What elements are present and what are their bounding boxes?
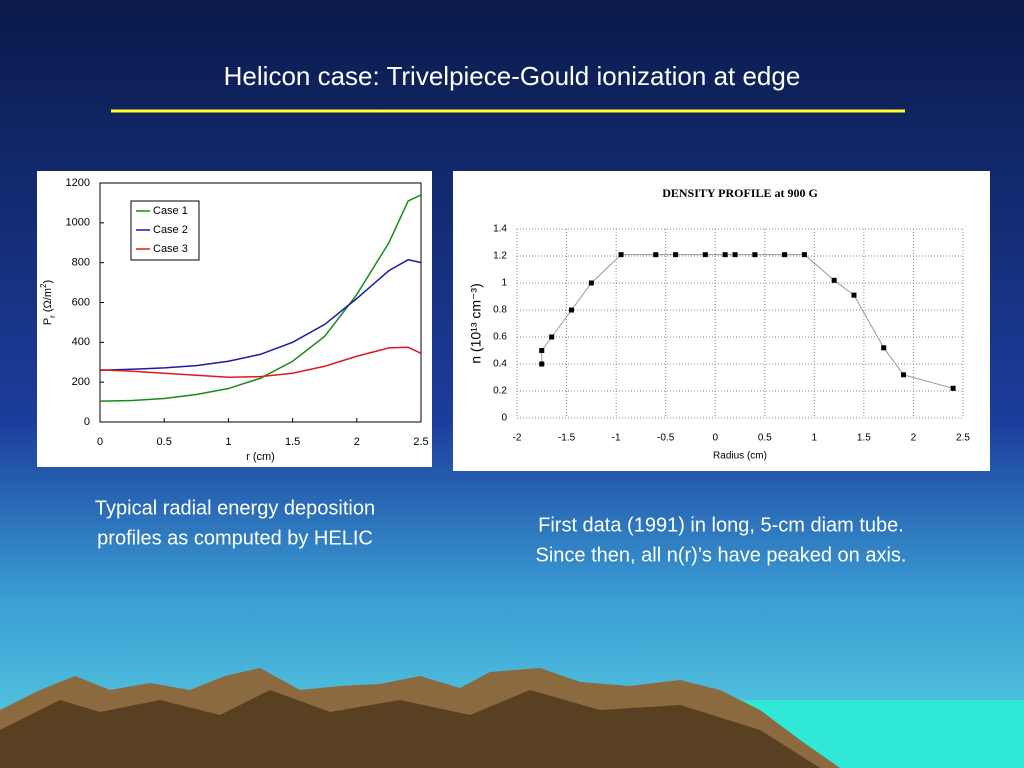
label-part: P — [42, 318, 54, 325]
legend-label: Case 1 — [153, 205, 188, 217]
x-tick-label: 0.5 — [157, 436, 172, 448]
x-tick-label: 1.5 — [857, 433, 871, 444]
y-tick-label: 0.6 — [493, 332, 507, 343]
y-tick-label: 0.4 — [493, 359, 507, 370]
caption-line: First data (1991) in long, 5-cm diam tub… — [538, 514, 904, 536]
x-tick-label: 2.5 — [413, 436, 428, 448]
data-point — [569, 307, 575, 313]
x-tick-label: -0.5 — [657, 433, 675, 444]
data-point — [702, 252, 708, 258]
data-point — [950, 385, 956, 391]
data-point — [618, 252, 624, 258]
label-part: 2 — [39, 283, 48, 288]
x-tick-label: 0 — [712, 433, 718, 444]
x-tick-label: 0 — [97, 436, 103, 448]
x-tick-label: -1 — [612, 433, 621, 444]
x-tick-label: 0.5 — [758, 433, 772, 444]
data-point — [539, 348, 545, 353]
x-tick-label: 2.5 — [956, 433, 970, 444]
y-tick-label: 800 — [72, 257, 90, 269]
data-point — [801, 252, 807, 258]
caption-line: Typical radial energy deposition — [95, 497, 375, 519]
x-tick-label: 1 — [225, 436, 231, 448]
data-point — [673, 252, 679, 258]
label-part: (Ω/m — [42, 288, 54, 315]
data-point — [722, 252, 728, 258]
x-axis-label: Radius (cm) — [713, 451, 767, 462]
y-tick-label: 1 — [501, 278, 507, 289]
plot-frame — [99, 182, 422, 423]
data-point — [539, 361, 545, 367]
chart-panel — [37, 171, 432, 467]
x-tick-label: 2 — [911, 433, 917, 444]
data-line — [99, 346, 422, 378]
y-axis-label: Pr (Ω/m2) — [39, 280, 57, 325]
chart: 0 0.2 0.4 0.6 0.8 1 1.2 1.4 -2 -1.5 -1 -0.5 0 0.5 1 1.5… — [468, 186, 971, 462]
y-tick-label: 400 — [72, 336, 90, 348]
data-point — [881, 345, 887, 351]
label-part: ) — [42, 280, 54, 284]
x-tick-label: 2 — [354, 436, 360, 448]
slide-title: Helicon case: Trivelpiece-Gould ionizati… — [224, 61, 801, 91]
caption-line: profiles as computed by HELIC — [97, 527, 373, 549]
x-axis-label: r (cm) — [246, 451, 275, 463]
y-tick-label: 1.2 — [493, 251, 507, 262]
x-tick-label: -2 — [513, 433, 522, 444]
x-tick-label: 1.5 — [285, 436, 300, 448]
data-point — [851, 292, 857, 298]
caption-line: Since then, all n(r)’s have peaked on ax… — [536, 544, 907, 566]
label-part: r — [48, 315, 57, 318]
data-point — [901, 372, 907, 378]
chart-title: DENSITY PROFILE at 900 G — [662, 186, 818, 200]
y-tick-label: 0 — [84, 416, 90, 428]
y-tick-label: 200 — [72, 376, 90, 388]
y-tick-label: 0.2 — [493, 386, 507, 397]
data-point — [588, 280, 594, 286]
y-tick-label: 1000 — [66, 217, 90, 229]
data-point — [653, 252, 659, 258]
data-point — [752, 252, 758, 258]
x-tick-label: -1.5 — [558, 433, 576, 444]
data-point — [782, 252, 788, 258]
data-point — [732, 252, 738, 258]
y-tick-label: 0 — [501, 413, 507, 424]
data-point — [549, 334, 555, 340]
legend-label: Case 3 — [153, 243, 188, 255]
chart: 0 200 400 600 800 1000 1200 0 0.5 1 1.5 2 2.5 r (cm) P… — [39, 177, 429, 463]
y-tick-label: 1200 — [66, 177, 90, 189]
mountain-shade — [0, 690, 820, 768]
y-tick-label: 1.4 — [493, 224, 507, 235]
legend-label: Case 2 — [153, 224, 188, 236]
data-point — [831, 277, 837, 283]
y-axis-label: n (10¹³ cm⁻³) — [468, 283, 484, 364]
x-tick-label: 1 — [812, 433, 818, 444]
y-tick-label: 600 — [72, 296, 90, 308]
chart-panel — [453, 171, 990, 471]
y-tick-label: 0.8 — [493, 305, 507, 316]
data-line — [99, 194, 422, 402]
data-line — [99, 258, 422, 371]
